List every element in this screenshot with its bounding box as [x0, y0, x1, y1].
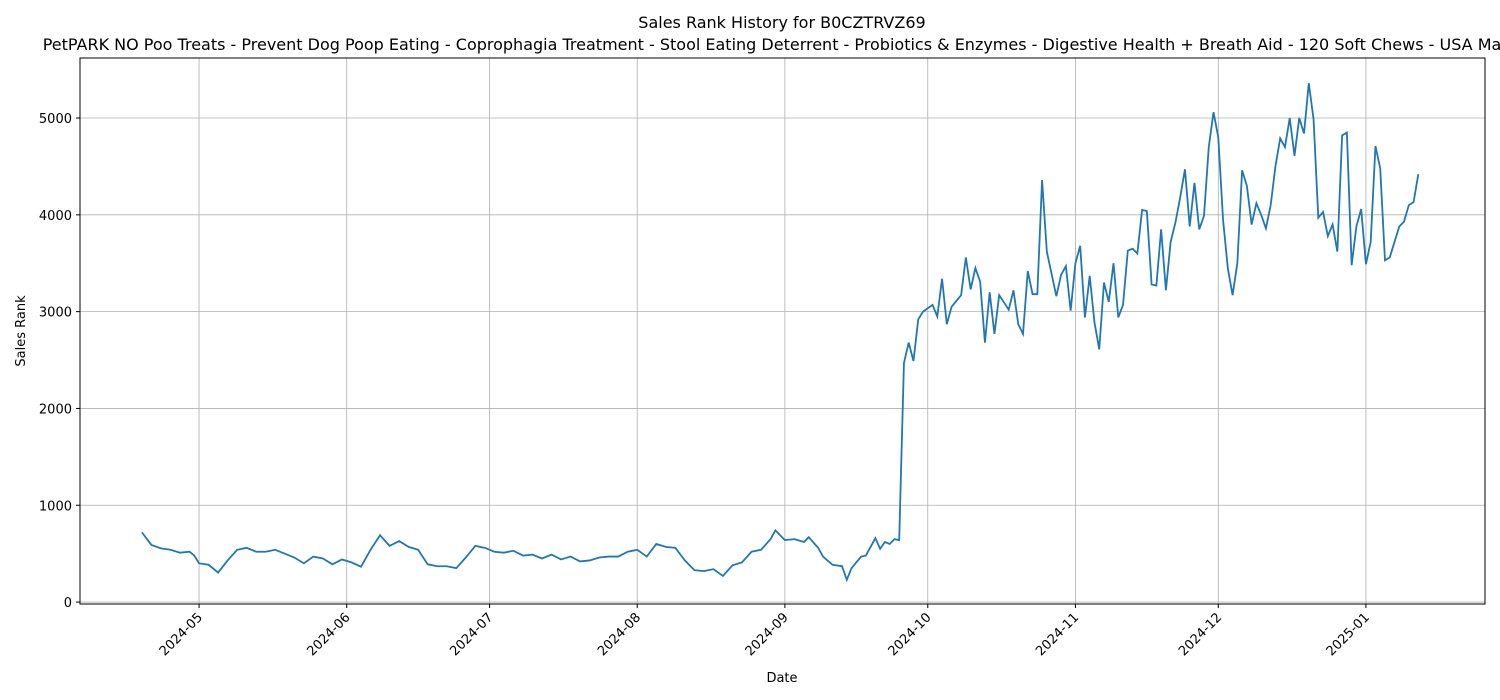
y-tick-label: 0: [64, 596, 72, 611]
x-tick-label: 2024-08: [595, 610, 644, 659]
y-tick-label: 5000: [39, 112, 72, 127]
x-tick-label: 2024-12: [1176, 610, 1225, 659]
x-tick-label: 2024-07: [447, 610, 496, 659]
x-tick-label: 2024-09: [743, 610, 792, 659]
y-tick-label: 3000: [39, 306, 72, 321]
x-tick-label: 2025-01: [1324, 610, 1373, 659]
x-tick-label: 2024-10: [886, 610, 935, 659]
y-tick-label: 1000: [39, 499, 72, 514]
y-axis-label: Sales Rank: [14, 295, 29, 367]
x-axis-label: Date: [766, 671, 797, 686]
chart-subtitle: PetPARK NO Poo Treats - Prevent Dog Poop…: [43, 35, 1500, 54]
y-tick-label: 4000: [39, 209, 72, 224]
x-tick-label: 2024-11: [1033, 610, 1082, 659]
line-series: [141, 83, 1420, 583]
y-tick-label: 2000: [39, 402, 72, 417]
chart-title: Sales Rank History for B0CZTRVZ69: [638, 13, 925, 32]
plot-frame: [79, 57, 1486, 605]
x-tick-label: 2024-06: [305, 610, 354, 659]
x-tick-label: 2024-05: [157, 610, 206, 659]
